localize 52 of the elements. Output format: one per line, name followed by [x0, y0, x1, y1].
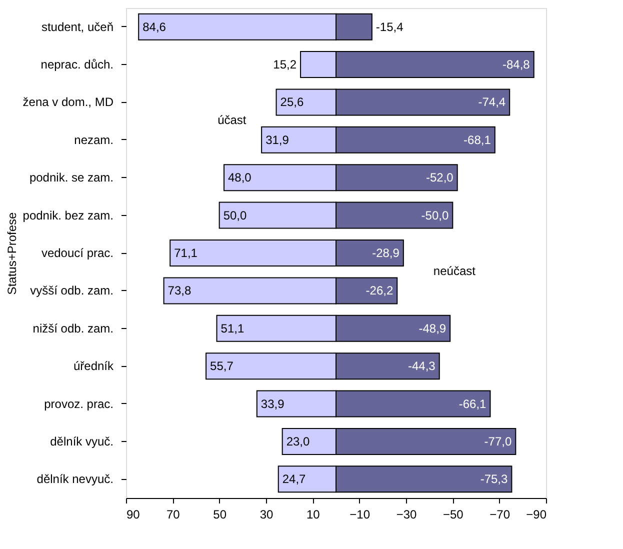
data-label: 24,7	[282, 472, 306, 486]
data-label: 73,8	[168, 284, 192, 298]
y-tick-label: úředník	[73, 359, 114, 374]
data-label: 25,6	[280, 95, 304, 110]
data-label: 33,9	[260, 396, 285, 411]
data-label: -44,3	[408, 359, 436, 374]
text: neúčast	[433, 264, 476, 278]
data-label: 55,7	[210, 359, 234, 374]
x-tick-label: 30	[260, 508, 274, 522]
y-tick-label: dělník vyuč.	[50, 434, 114, 448]
series-label: účast	[218, 113, 247, 128]
y-tick-label: provoz. prac.	[44, 396, 114, 411]
data-label: 48,0	[228, 170, 252, 185]
data-label: -15,4	[376, 20, 404, 34]
y-tick-label: podnik. bez zam.	[22, 208, 114, 222]
data-label: 15,2	[273, 58, 297, 72]
y-tick-label: neprac. důch.	[40, 58, 114, 72]
x-tick-label: −30	[396, 508, 417, 522]
data-label: -74,4	[478, 95, 506, 110]
y-tick-label: vyšší odb. zam.	[30, 284, 114, 298]
x-tick-label: 10	[306, 508, 320, 522]
y-tick-label: nezam.	[74, 132, 114, 147]
data-label: 71,1	[174, 246, 198, 260]
y-tick-label: student, učeň	[41, 20, 114, 34]
data-label: -75,3	[480, 472, 508, 486]
data-label: 31,9	[266, 132, 290, 147]
y-tick-label: žena v dom., MD	[22, 95, 114, 110]
x-tick-label: −90	[526, 508, 547, 522]
y-axis-title: Status+Profese	[4, 212, 19, 295]
y-tick-label: nižší odb. zam.	[32, 321, 114, 336]
x-tick-label: −50	[442, 508, 464, 522]
y-tick-label: podnik. se zam.	[29, 170, 114, 185]
data-label: -26,2	[366, 284, 394, 298]
data-label: 50,0	[223, 208, 248, 222]
y-tick-label: dělník nevyuč.	[36, 472, 114, 486]
data-label: -77,0	[484, 434, 512, 448]
data-label: 84,6	[142, 20, 166, 34]
y-tick-label: vedoucí prac.	[41, 246, 114, 260]
data-label: -52,0	[426, 170, 454, 185]
data-label: -66,1	[458, 396, 487, 411]
x-tick-label: 70	[166, 508, 180, 522]
data-label: 23,0	[286, 434, 310, 448]
data-label: 51,1	[220, 321, 244, 336]
data-label: -50,0	[421, 208, 449, 222]
x-tick-label: 50	[213, 508, 227, 522]
data-label: -28,9	[372, 246, 400, 260]
data-label: -48,9	[418, 321, 446, 336]
x-tick-label: −10	[350, 508, 370, 522]
data-label: -84,8	[502, 58, 530, 72]
x-tick-label: −70	[490, 508, 510, 522]
data-label: -68,1	[464, 132, 492, 147]
x-tick-label: 90	[126, 508, 140, 522]
